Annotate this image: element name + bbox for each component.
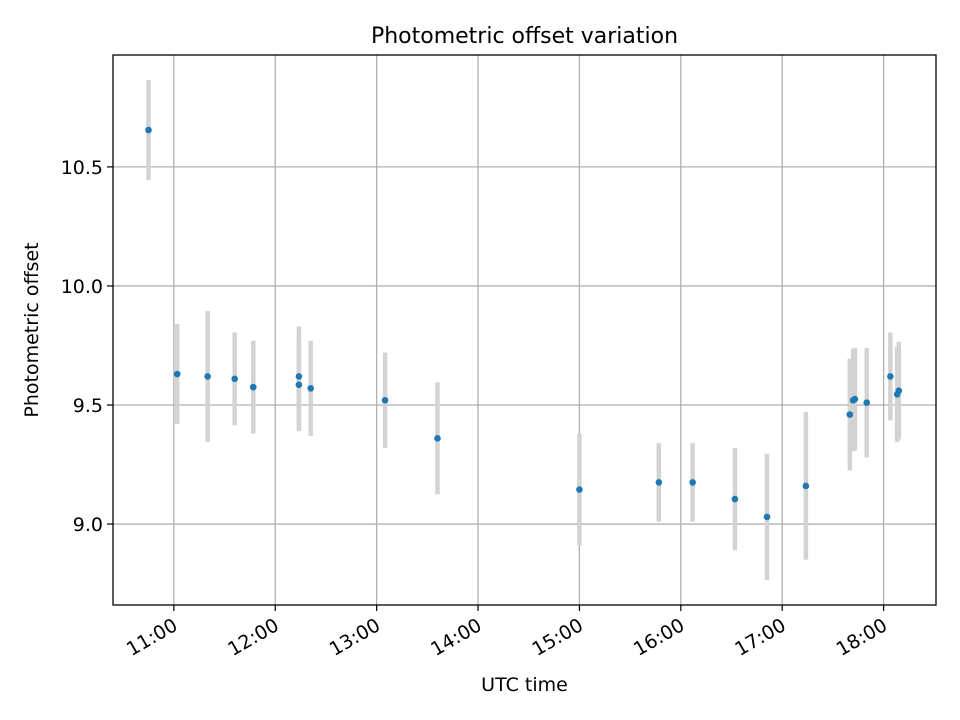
x-tick-label: 13:00 xyxy=(326,614,384,660)
data-point xyxy=(802,482,810,490)
data-point xyxy=(173,370,181,378)
data-point xyxy=(576,486,583,493)
data-point xyxy=(295,381,303,389)
data-point xyxy=(895,387,903,395)
data-point xyxy=(863,399,871,406)
y-tick-label: 9.5 xyxy=(73,395,103,417)
x-axis-label: UTC time xyxy=(481,674,568,696)
x-tick-label: 14:00 xyxy=(427,614,485,660)
data-point xyxy=(249,383,257,391)
error-bars xyxy=(146,80,902,580)
data-point xyxy=(307,385,315,392)
chart-title: Photometric offset variation xyxy=(371,24,678,49)
data-point xyxy=(204,373,211,380)
x-tick-label: 15:00 xyxy=(528,614,586,660)
data-point xyxy=(763,513,771,521)
data-point xyxy=(689,479,696,486)
y-axis-label: Photometric offset xyxy=(21,242,43,417)
data-point xyxy=(231,375,238,383)
x-tick-label: 18:00 xyxy=(833,614,891,660)
data-point xyxy=(145,126,152,134)
y-tick-label: 10.0 xyxy=(61,276,103,298)
x-axis-ticks: 11:00 12:00 13:00 14:00 15:00 16:00 17:00 18:00 xyxy=(123,605,891,661)
data-point xyxy=(434,435,441,442)
data-point xyxy=(887,373,894,380)
data-point xyxy=(295,373,303,380)
x-tick-label: 16:00 xyxy=(630,614,688,660)
y-tick-label: 9.0 xyxy=(73,514,103,536)
grid-lines xyxy=(113,55,936,605)
data-points xyxy=(145,126,903,521)
data-point xyxy=(655,479,663,486)
x-tick-label: 11:00 xyxy=(123,614,181,660)
y-axis-ticks: 9.0 9.5 10.0 10.5 xyxy=(61,157,113,536)
data-point xyxy=(851,395,859,403)
x-tick-label: 12:00 xyxy=(224,614,282,660)
data-point xyxy=(846,411,854,418)
y-tick-label: 10.5 xyxy=(61,157,103,179)
data-point xyxy=(731,495,739,503)
data-point xyxy=(381,396,389,404)
plot-frame xyxy=(112,54,937,606)
x-tick-label: 17:00 xyxy=(731,614,789,660)
